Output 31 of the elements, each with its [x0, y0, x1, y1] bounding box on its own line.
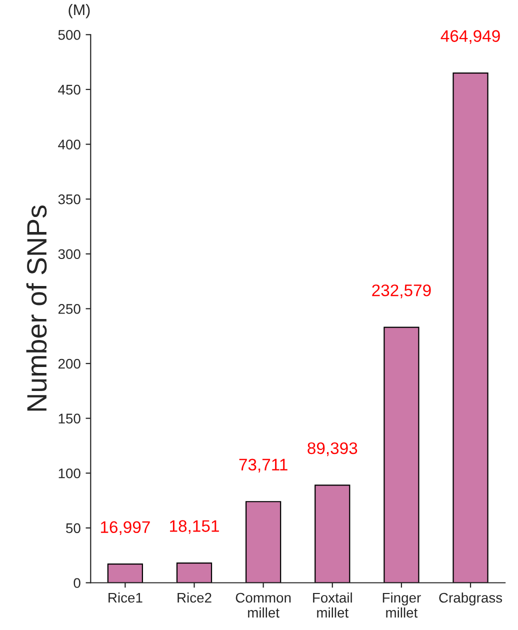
y-tick-label: 400: [58, 140, 80, 150]
x-tick-label: Foxtail millet: [313, 592, 352, 618]
bar: [314, 484, 350, 583]
y-tick-label: 50: [66, 523, 80, 534]
y-tick-label: 450: [58, 84, 80, 95]
y-tick-label: 150: [58, 414, 80, 424]
x-tick-label: Rice2: [178, 592, 212, 603]
annotation: 464,949: [440, 30, 500, 44]
x-tick-label: Rice1: [108, 592, 142, 603]
annotation: 89,393: [308, 442, 358, 456]
y-tick-label: 350: [58, 194, 80, 204]
x-tick-label: Crabgrass: [439, 592, 502, 606]
bar: [452, 72, 488, 583]
x-tick-label: Common millet: [236, 592, 291, 618]
text: (M): [68, 4, 90, 18]
bar: [107, 564, 144, 583]
y-tick-label: 300: [58, 249, 80, 260]
x-tick-label: Finger millet: [382, 592, 421, 618]
y-axis-title: Number of SNPs: [26, 206, 47, 411]
annotation: 73,711: [239, 458, 288, 473]
y-tick-label: 500: [58, 30, 80, 40]
bar: [176, 562, 212, 583]
annotation: 16,997: [100, 521, 150, 536]
y-tick-label: 0: [74, 578, 80, 588]
bar: [384, 326, 420, 583]
y-tick-label: 200: [58, 358, 80, 369]
annotation: 18,151: [170, 520, 219, 534]
annotation: 232,579: [372, 284, 431, 298]
y-tick-label: 250: [58, 304, 80, 314]
bar: [245, 501, 282, 583]
y-tick-label: 100: [58, 468, 80, 478]
